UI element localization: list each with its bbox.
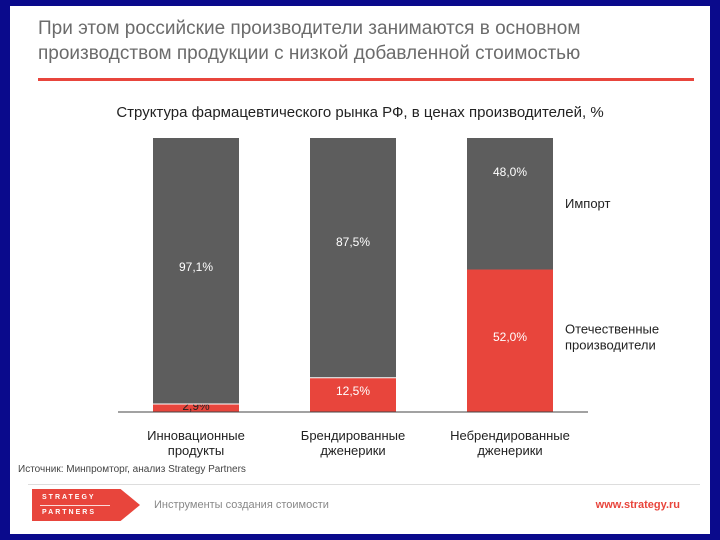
category-label-2-line-1: Брендированные xyxy=(301,428,405,443)
data-label-domestic-3: 52,0% xyxy=(493,330,527,344)
bar-import-1 xyxy=(153,138,239,405)
data-label-domestic-2: 12,5% xyxy=(336,384,370,398)
logo-text-strategy: STRATEGY xyxy=(42,494,96,501)
bar-import-3 xyxy=(467,138,553,270)
source-note: Источник: Минпромторг, анализ Strategy P… xyxy=(18,464,246,475)
stacked-bar-chart: 2,9%97,1%Инновационныепродукты12,5%87,5%… xyxy=(118,138,659,458)
bar-import-2 xyxy=(310,138,396,378)
bar-domestic-1 xyxy=(153,404,239,412)
chart-title: Структура фармацевтического рынка РФ, в … xyxy=(116,104,604,121)
logo-text-partners: PARTNERS xyxy=(42,509,96,516)
slide-title: При этом российские производители занима… xyxy=(38,18,581,64)
bar-domestic-3 xyxy=(467,269,553,412)
strategy-partners-logo: STRATEGY PARTNERS xyxy=(32,489,140,521)
legend-domestic-line-1: Отечественные xyxy=(565,322,659,337)
slide-frame-edge xyxy=(710,0,720,540)
category-label-2-line-2: дженерики xyxy=(320,443,385,458)
category-label-1-line-1: Инновационные xyxy=(147,428,245,443)
slide: При этом российские производители занима… xyxy=(10,6,710,534)
title-divider xyxy=(38,78,694,81)
data-label-import-1: 97,1% xyxy=(179,260,213,274)
data-label-import-2: 87,5% xyxy=(336,235,370,249)
footer-tagline: Инструменты создания стоимости xyxy=(154,499,329,511)
legend-domestic-line-2: производители xyxy=(565,338,656,353)
footer: STRATEGY PARTNERS Инструменты создания с… xyxy=(28,484,700,525)
category-label-3-line-2: дженерики xyxy=(477,443,542,458)
category-label-1-line-2: продукты xyxy=(168,443,224,458)
category-label-3-line-1: Небрендированные xyxy=(450,428,570,443)
footer-url[interactable]: www.strategy.ru xyxy=(595,499,680,511)
logo-divider xyxy=(40,505,110,506)
legend-import: Импорт xyxy=(565,196,610,211)
bar-domestic-2 xyxy=(310,377,396,412)
data-label-import-3: 48,0% xyxy=(493,165,527,179)
